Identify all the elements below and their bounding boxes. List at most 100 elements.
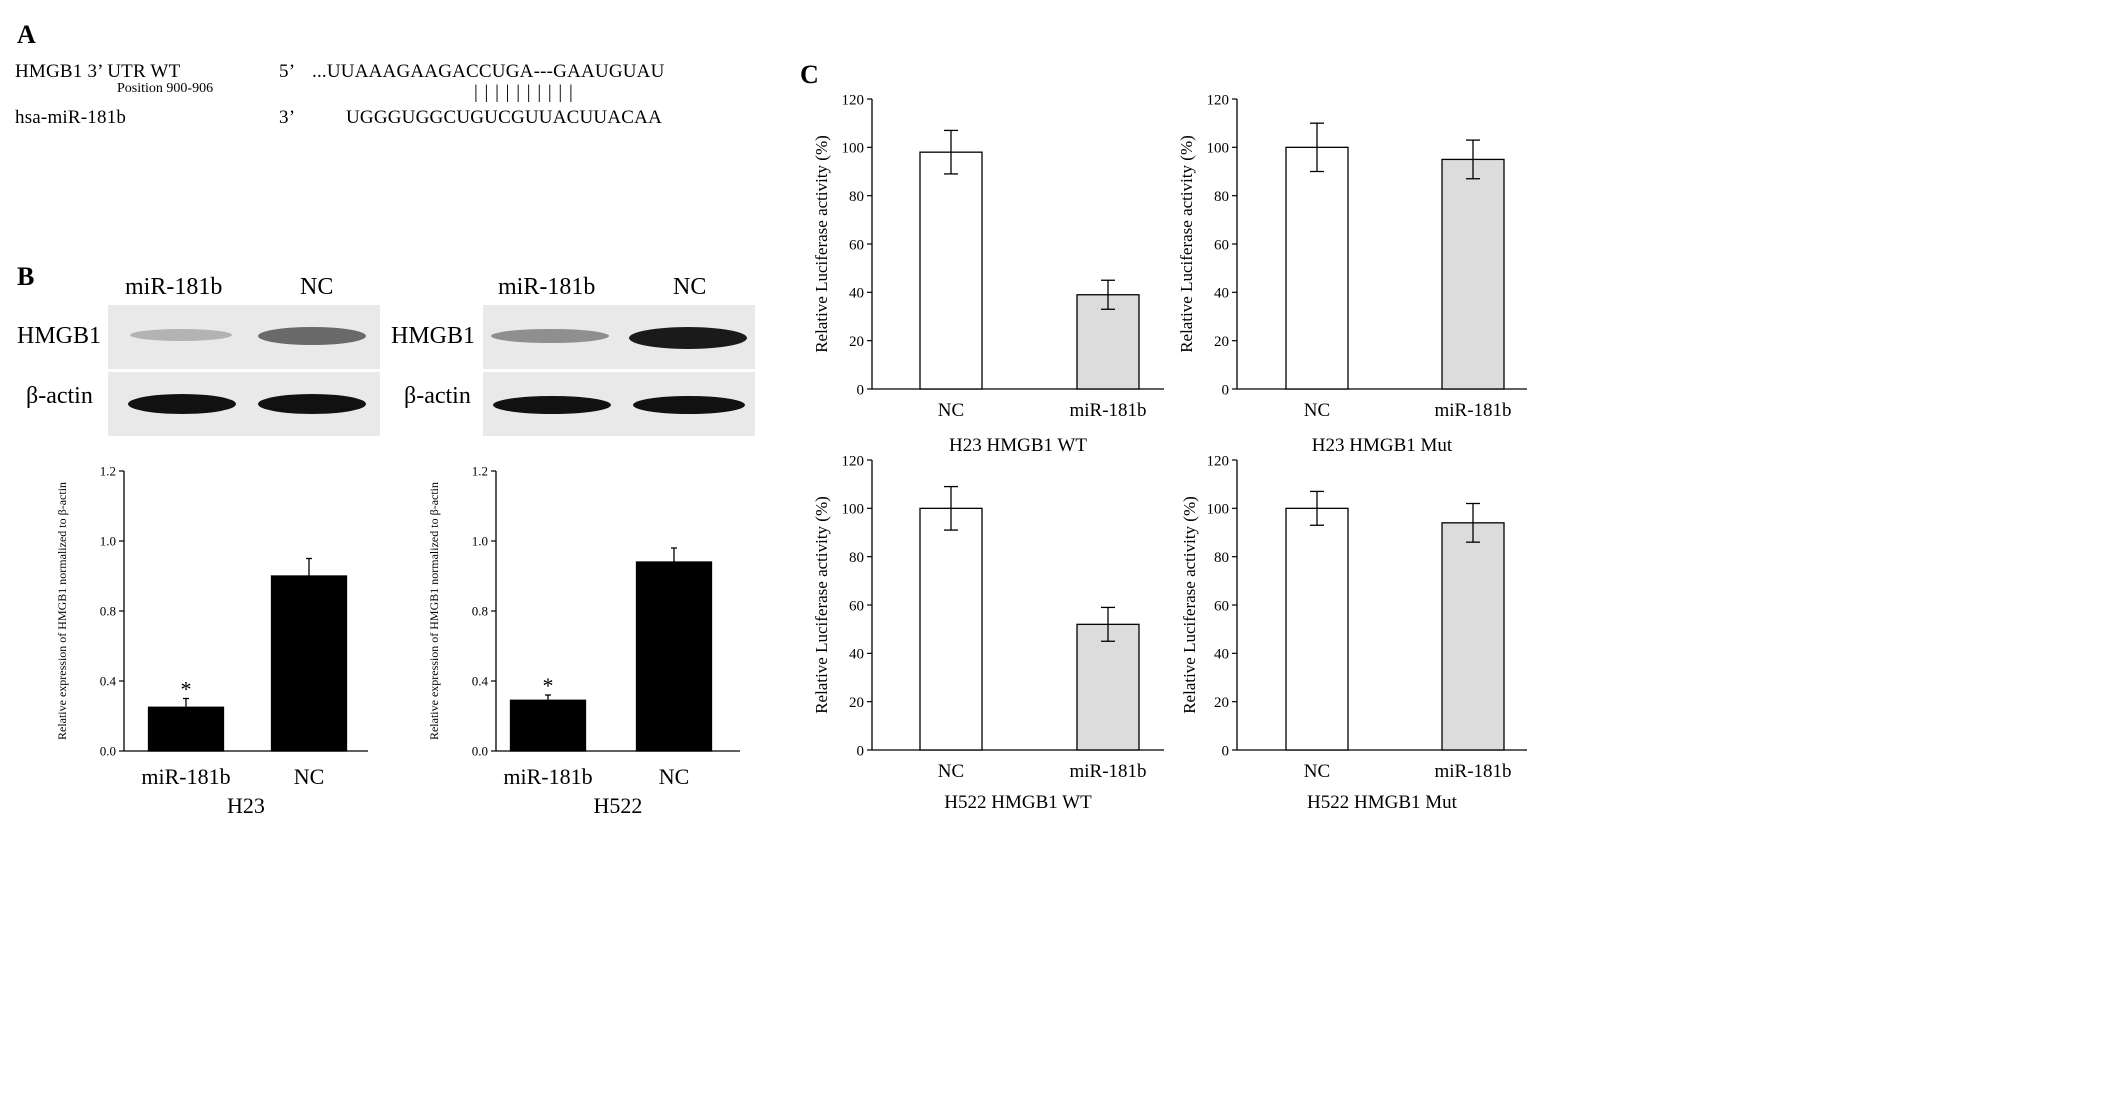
chart1-significance-mark: *	[181, 677, 192, 702]
blot2-actin-band-nc	[633, 396, 745, 414]
chart1-ytick-label: 0.8	[100, 604, 116, 619]
blot1-lane-mir: miR-181b	[125, 274, 223, 300]
chart2-ytick-label: 0.4	[472, 674, 489, 689]
chart5-category-label: NC	[938, 761, 964, 782]
chart1-ylabel: Relative expression of HMGB1 normalized …	[55, 482, 69, 740]
chart4-ytick-label: 80	[1214, 189, 1229, 205]
utr-position: Position 900-906	[117, 81, 214, 96]
utr-name: HMGB1 3’ UTR WT	[15, 61, 181, 82]
chart3-ytick-label: 60	[849, 237, 864, 253]
blot2-lane-mir: miR-181b	[498, 274, 596, 300]
chart2-ytick-label: 0.8	[472, 604, 488, 619]
chart5-xlabel: H522 HMGB1 WT	[944, 792, 1092, 813]
mirna-sequence: UGGGUGGCUGUCGUUACUUACAA	[346, 107, 662, 128]
blot1-target-label: HMGB1	[17, 323, 102, 349]
chart4-xlabel: H23 HMGB1 Mut	[1312, 435, 1453, 456]
chart1-ytick-label: 0.4	[100, 674, 117, 689]
chart4-ytick-label: 40	[1214, 286, 1229, 302]
chart2-ytick-label: 1.2	[472, 464, 488, 479]
chart3-ytick-label: 40	[849, 286, 864, 302]
panel-b-letter: B	[17, 262, 35, 291]
chart5-ytick-label: 40	[849, 647, 864, 663]
chart6-ytick-label: 0	[1222, 743, 1230, 759]
chart3-ytick-label: 0	[857, 382, 865, 398]
pairing-marks: | | | | | | | | | |	[474, 82, 574, 103]
chart1-category-label: NC	[294, 764, 325, 789]
chart6-ytick-label: 80	[1214, 550, 1229, 566]
chart4-category-label: miR-181b	[1434, 400, 1511, 421]
chart1-ytick-label: 0.0	[100, 744, 116, 759]
chart1-xlabel: H23	[227, 793, 265, 818]
chart3-category-label: miR-181b	[1069, 400, 1146, 421]
chart4-bar	[1285, 146, 1349, 390]
blot1-actin-band-mir	[128, 394, 236, 414]
chart4-bar	[1441, 158, 1505, 390]
chart5-ytick-label: 120	[842, 453, 865, 469]
mirna-3prime: 3’	[279, 107, 296, 128]
chart1-ytick-label: 1.2	[100, 464, 116, 479]
chart2-ylabel: Relative expression of HMGB1 normalized …	[427, 482, 441, 740]
chart6-ytick-label: 40	[1214, 647, 1229, 663]
panel-a-letter: A	[17, 20, 36, 49]
chart6-ytick-label: 100	[1207, 502, 1230, 518]
chart2-ytick-label: 0.0	[472, 744, 488, 759]
chart3-ytick-label: 20	[849, 334, 864, 350]
blot1-actin-strip	[108, 372, 380, 436]
blot2-actin-band-mir	[493, 396, 611, 414]
blot2-hmgb1-strip	[483, 305, 755, 369]
chart3-bar	[919, 151, 983, 390]
chart6-category-label: NC	[1304, 761, 1330, 782]
blot1-hmgb1-band-mir	[130, 329, 232, 341]
chart4-ytick-label: 100	[1207, 141, 1230, 157]
chart6-bar	[1285, 507, 1349, 751]
chart2-category-label: NC	[659, 764, 690, 789]
chart5-ytick-label: 100	[842, 502, 865, 518]
chart4-ylabel: Relative Luciferase activity (%)	[1177, 135, 1196, 353]
chart5-bar	[919, 507, 983, 751]
chart4-ytick-label: 20	[1214, 334, 1229, 350]
mirna-name: hsa-miR-181b	[15, 107, 127, 128]
blot2-target-label: HMGB1	[391, 323, 476, 349]
chart2-significance-mark: *	[543, 673, 554, 698]
chart2-bar	[509, 699, 587, 752]
chart2-bar	[635, 561, 713, 752]
blot2-lane-nc: NC	[673, 274, 707, 300]
blot2-actin-strip	[483, 372, 755, 436]
chart2-ytick-label: 1.0	[472, 534, 488, 549]
blot1-hmgb1-band-nc	[258, 327, 366, 345]
chart4-ytick-label: 0	[1222, 382, 1230, 398]
chart3-ytick-label: 80	[849, 189, 864, 205]
chart3-ytick-label: 100	[842, 141, 865, 157]
chart3-ytick-label: 120	[842, 92, 865, 108]
blot1-hmgb1-strip	[108, 305, 380, 369]
chart2-category-label: miR-181b	[503, 764, 592, 789]
utr-5prime: 5’	[279, 61, 296, 82]
blot2-hmgb1-band-nc	[629, 327, 747, 349]
chart3-xlabel: H23 HMGB1 WT	[949, 435, 1087, 456]
chart6-ytick-label: 120	[1207, 453, 1230, 469]
panel-c-letter: C	[800, 60, 819, 89]
blot2-loading-label: β-actin	[404, 383, 471, 409]
chart1-category-label: miR-181b	[141, 764, 230, 789]
chart5-category-label: miR-181b	[1069, 761, 1146, 782]
chart5-ytick-label: 20	[849, 695, 864, 711]
blot2-hmgb1-band-mir	[491, 329, 609, 343]
charts-canvas: 0.0 0.4 0.8 1.0 1.2 * miR-181b NC H23 Relative ex…	[55, 92, 1527, 818]
chart5-ytick-label: 0	[857, 743, 865, 759]
chart4-ytick-label: 60	[1214, 237, 1229, 253]
chart1-ytick-label: 1.0	[100, 534, 116, 549]
chart6-bar	[1441, 522, 1505, 751]
chart3-ylabel: Relative Luciferase activity (%)	[812, 135, 831, 353]
blot1-lane-nc: NC	[300, 274, 334, 300]
chart6-xlabel: H522 HMGB1 Mut	[1307, 792, 1458, 813]
chart5-ylabel: Relative Luciferase activity (%)	[812, 496, 831, 714]
chart4-ytick-label: 120	[1207, 92, 1230, 108]
blot1-actin-band-nc	[258, 394, 366, 414]
chart2-xlabel: H522	[594, 793, 643, 818]
chart1-bar	[270, 575, 348, 752]
chart5-ytick-label: 60	[849, 598, 864, 614]
chart4-category-label: NC	[1304, 400, 1330, 421]
chart5-bar	[1076, 623, 1140, 751]
utr-sequence: ...UUAAAGAAGACCUGA---GAAUGUAU	[312, 61, 665, 82]
chart1-bar	[147, 706, 225, 752]
